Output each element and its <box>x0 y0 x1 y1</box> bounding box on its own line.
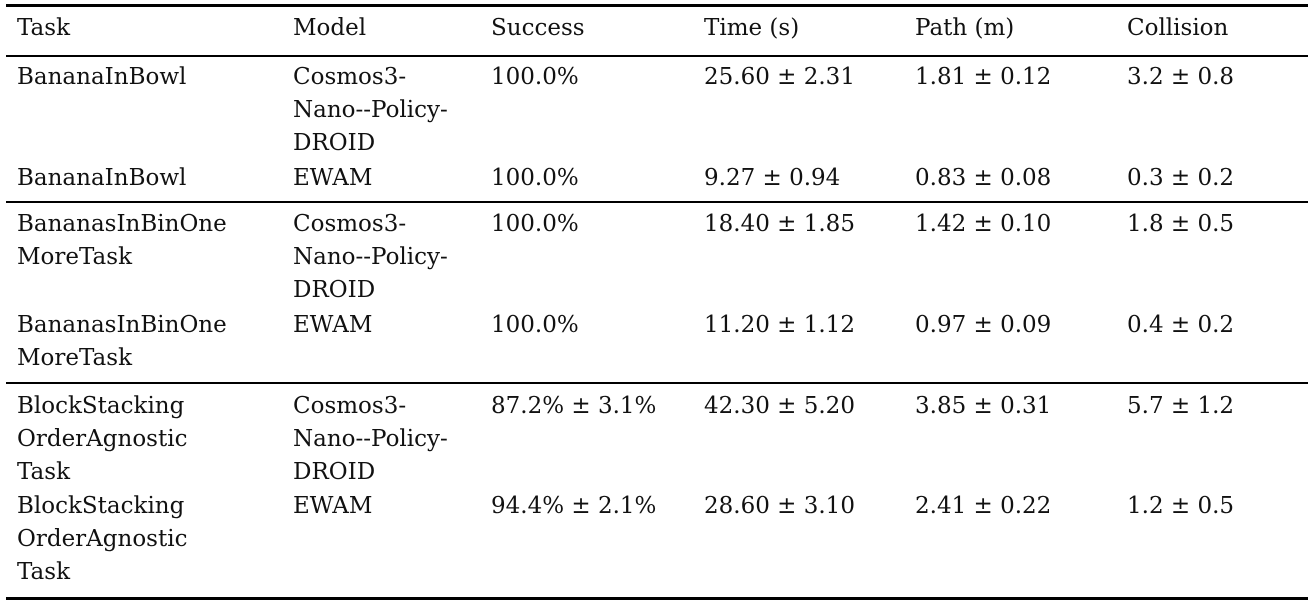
cell-success: 94.4% ± 2.1% <box>491 493 657 519</box>
cell-model: Cosmos3- Nano--Policy- DROID <box>293 211 448 303</box>
cell-path: 2.41 ± 0.22 <box>915 493 1052 519</box>
top-rule <box>6 4 1308 7</box>
header-task: Task <box>17 15 71 41</box>
cell-path: 3.85 ± 0.31 <box>915 393 1052 419</box>
header-path: Path (m) <box>915 15 1015 41</box>
cell-time: 18.40 ± 1.85 <box>704 211 855 237</box>
group-rule <box>6 201 1308 203</box>
cell-task: BlockStacking OrderAgnostic Task <box>17 393 188 485</box>
bottom-rule <box>6 597 1308 600</box>
cell-collision: 5.7 ± 1.2 <box>1127 393 1235 419</box>
cell-success: 100.0% <box>491 165 579 191</box>
cell-task: BananaInBowl <box>17 64 187 90</box>
cell-time: 11.20 ± 1.12 <box>704 312 855 338</box>
cell-time: 28.60 ± 3.10 <box>704 493 855 519</box>
cell-model: EWAM <box>293 165 373 191</box>
cell-time: 9.27 ± 0.94 <box>704 165 841 191</box>
cell-success: 100.0% <box>491 312 579 338</box>
cell-task: BananasInBinOne MoreTask <box>17 312 227 371</box>
cell-path: 0.83 ± 0.08 <box>915 165 1052 191</box>
cell-collision: 1.8 ± 0.5 <box>1127 211 1235 237</box>
cell-collision: 1.2 ± 0.5 <box>1127 493 1235 519</box>
header-model: Model <box>293 15 367 41</box>
header-success: Success <box>491 15 585 41</box>
cell-collision: 3.2 ± 0.8 <box>1127 64 1235 90</box>
cell-success: 100.0% <box>491 64 579 90</box>
cell-collision: 0.3 ± 0.2 <box>1127 165 1235 191</box>
cell-task: BananaInBowl <box>17 165 187 191</box>
cell-success: 87.2% ± 3.1% <box>491 393 657 419</box>
cell-time: 42.30 ± 5.20 <box>704 393 855 419</box>
cell-model: EWAM <box>293 312 373 338</box>
cell-path: 1.81 ± 0.12 <box>915 64 1052 90</box>
cell-path: 1.42 ± 0.10 <box>915 211 1052 237</box>
cell-model: EWAM <box>293 493 373 519</box>
cell-collision: 0.4 ± 0.2 <box>1127 312 1235 338</box>
cell-model: Cosmos3- Nano--Policy- DROID <box>293 393 448 485</box>
cell-success: 100.0% <box>491 211 579 237</box>
cell-task: BananasInBinOne MoreTask <box>17 211 227 270</box>
cell-task: BlockStacking OrderAgnostic Task <box>17 493 188 585</box>
group-rule <box>6 382 1308 384</box>
header-time: Time (s) <box>704 15 800 41</box>
cell-model: Cosmos3- Nano--Policy- DROID <box>293 64 448 156</box>
cell-path: 0.97 ± 0.09 <box>915 312 1052 338</box>
cell-time: 25.60 ± 2.31 <box>704 64 855 90</box>
header-collision: Collision <box>1127 15 1229 41</box>
header-rule <box>6 55 1308 57</box>
